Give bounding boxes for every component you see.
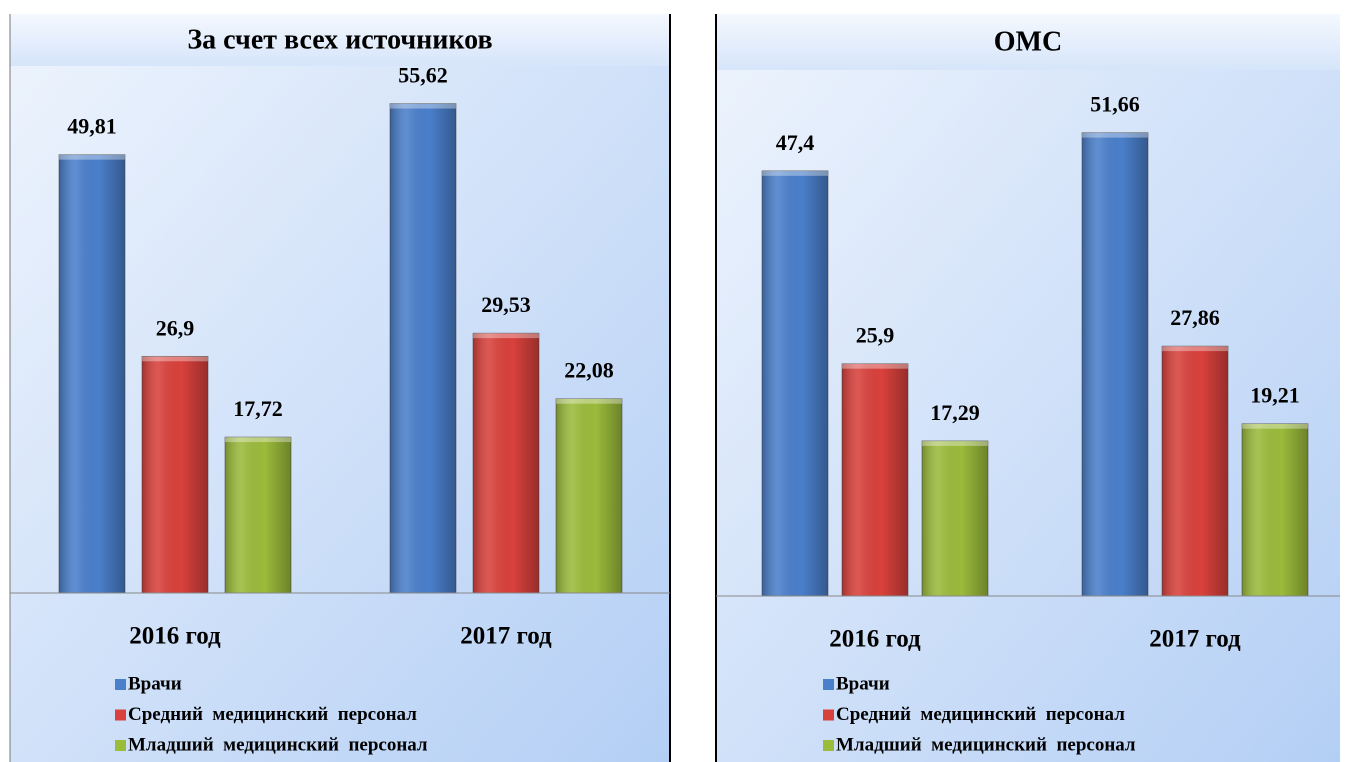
- bar-cap: [556, 398, 622, 404]
- data-label: 29,53: [481, 292, 531, 317]
- chart-title: ОМС: [994, 26, 1062, 57]
- data-label: 51,66: [1090, 92, 1140, 117]
- bar-shade: [556, 398, 622, 593]
- bar-cap: [1242, 423, 1308, 429]
- legend-swatch: [823, 740, 834, 751]
- data-label: 17,72: [233, 396, 283, 421]
- legend-swatch: [115, 679, 126, 690]
- bar-shade: [1242, 423, 1308, 596]
- legend-label: Средний медицинский персонал: [128, 704, 417, 725]
- bar-cap: [59, 154, 125, 160]
- bar-shade: [473, 333, 539, 593]
- bar-shade: [762, 170, 828, 596]
- bar-cap: [842, 363, 908, 369]
- legend-swatch: [115, 740, 126, 751]
- bar-cap: [142, 356, 208, 362]
- data-label: 55,62: [398, 63, 448, 88]
- bar-shade: [1162, 346, 1228, 596]
- data-label: 17,29: [930, 400, 980, 425]
- data-label: 19,21: [1250, 383, 1300, 408]
- legend-swatch: [823, 709, 834, 721]
- bar-cap: [225, 437, 291, 443]
- bar-shade: [842, 363, 908, 596]
- bar-cap: [473, 333, 539, 339]
- legend-swatch: [823, 679, 834, 690]
- legend-label: Младший медицинский персонал: [128, 734, 428, 755]
- bar-cap: [1162, 346, 1228, 352]
- bar-cap: [390, 103, 456, 109]
- bar-cap: [1082, 132, 1148, 138]
- bar-shade: [59, 154, 125, 593]
- data-label: 26,9: [156, 315, 195, 340]
- data-label: 27,86: [1170, 305, 1220, 330]
- x-tick-label: 2017 год: [460, 623, 552, 650]
- bar-shade: [922, 440, 988, 596]
- bar-shade: [1082, 132, 1148, 596]
- bar-cap: [762, 170, 828, 176]
- legend-label: Врачи: [836, 673, 890, 694]
- legend-label: Врачи: [128, 673, 182, 694]
- bar-cap: [922, 440, 988, 446]
- data-label: 47,4: [776, 130, 815, 155]
- charts: За счет всех источников 49,81 55,62 Врачи 26…: [10, 24, 1340, 755]
- data-label: 22,08: [564, 358, 614, 383]
- legend-swatch: [115, 709, 126, 721]
- legend-label: Младший медицинский персонал: [836, 734, 1136, 755]
- x-tick-label: 2016 год: [129, 623, 221, 650]
- data-label: 49,81: [67, 114, 117, 139]
- bar-shade: [390, 103, 456, 593]
- x-tick-label: 2017 год: [1149, 626, 1241, 653]
- chart-title: За счет всех источников: [187, 24, 492, 55]
- legend-label: Средний медицинский персонал: [836, 704, 1125, 725]
- x-tick-label: 2016 год: [829, 626, 921, 653]
- title-band: [716, 14, 1340, 70]
- data-label: 25,9: [856, 323, 895, 348]
- bar-shade: [225, 437, 291, 593]
- bar-shade: [142, 356, 208, 593]
- title-band: [10, 14, 670, 66]
